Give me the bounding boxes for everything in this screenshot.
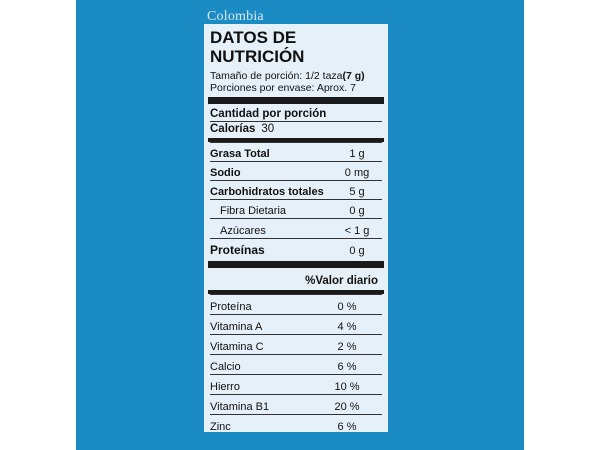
nutrient-row-sodium: Sodio 0 mg bbox=[210, 161, 382, 180]
nutrient-row-sugars: Azúcares < 1 g bbox=[210, 218, 382, 238]
nutrient-value: < 1 g bbox=[344, 225, 370, 237]
vitamin-name: Proteína bbox=[210, 301, 252, 313]
vitamin-row-vitamin-c: Vitamina C 2 % bbox=[210, 334, 382, 354]
calories-row: Calorías 30 bbox=[210, 121, 382, 136]
servings-per-container: Porciones por envase: Aprox. 7 bbox=[210, 82, 356, 94]
nutrient-value: 0 mg bbox=[344, 167, 370, 179]
serving-size: Tamaño de porción: 1/2 taza(7 g) bbox=[210, 70, 382, 82]
nutrient-value: 0 g bbox=[349, 245, 365, 257]
title-line-1: DATOS DE bbox=[210, 28, 297, 47]
calories-label: Calorías bbox=[210, 123, 256, 135]
nutrient-name: Fibra Dietaria bbox=[220, 205, 287, 217]
nutrient-name: Carbohidratos totales bbox=[210, 186, 324, 198]
nutrient-row-total-fat: Grasa Total 1 g bbox=[210, 142, 382, 161]
country-label: Colombia bbox=[207, 9, 264, 24]
vitamin-name: Vitamina A bbox=[210, 321, 263, 333]
vitamin-row-calcium: Calcio 6 % bbox=[210, 354, 382, 374]
vitamin-row-vitamin-b1: Vitamina B1 20 % bbox=[210, 394, 382, 414]
nutrient-row-fiber: Fibra Dietaria 0 g bbox=[210, 199, 382, 218]
nutrient-value: 5 g bbox=[349, 186, 365, 198]
nutrient-name: Azúcares bbox=[220, 225, 266, 237]
vitamin-row-iron: Hierro 10 % bbox=[210, 374, 382, 394]
vitamin-name: Vitamina B1 bbox=[210, 401, 270, 413]
vitamin-value: 6 % bbox=[337, 421, 357, 433]
vitamin-row-zinc: Zinc 6 % bbox=[210, 414, 382, 434]
vitamin-row-protein: Proteína 0 % bbox=[210, 294, 382, 314]
daily-value-header: %Valor diario bbox=[305, 275, 378, 287]
vitamin-value: 10 % bbox=[334, 381, 360, 393]
nutrient-value: 1 g bbox=[349, 148, 365, 160]
nutrition-facts-label: DATOS DE NUTRICIÓN Tamaño de porción: 1/… bbox=[204, 24, 388, 434]
nutrient-name: Sodio bbox=[210, 167, 241, 179]
vitamin-name: Vitamina C bbox=[210, 341, 264, 353]
vitamin-name: Hierro bbox=[210, 381, 240, 393]
calories-value: 30 bbox=[261, 123, 275, 135]
vitamin-name: Calcio bbox=[210, 361, 241, 373]
nutrient-value: 0 g bbox=[349, 205, 365, 217]
nutrient-name: Grasa Total bbox=[210, 148, 270, 160]
vitamin-value: 6 % bbox=[337, 361, 357, 373]
divider-thick bbox=[208, 97, 384, 104]
divider-medium bbox=[208, 290, 384, 294]
serving-size-label: Tamaño de porción: 1/2 taza bbox=[210, 70, 343, 82]
vitamin-row-vitamin-a: Vitamina A 4 % bbox=[210, 314, 382, 334]
vitamin-value: 20 % bbox=[334, 401, 360, 413]
vitamin-value: 4 % bbox=[337, 321, 357, 333]
daily-value-header-row: %Valor diario bbox=[210, 271, 382, 288]
nutrient-row-carbohydrates: Carbohidratos totales 5 g bbox=[210, 180, 382, 199]
divider-thick bbox=[208, 261, 384, 268]
nutrient-name: Proteínas bbox=[210, 243, 265, 257]
vitamin-value: 2 % bbox=[337, 341, 357, 353]
amount-per-serving: Cantidad por porción bbox=[210, 108, 327, 120]
vitamin-value: 0 % bbox=[337, 301, 357, 313]
title-line-2: NUTRICIÓN bbox=[210, 47, 305, 66]
serving-size-value: (7 g) bbox=[342, 70, 365, 82]
divider-medium bbox=[208, 138, 384, 142]
vitamin-name: Zinc bbox=[210, 421, 231, 433]
label-title: DATOS DE NUTRICIÓN bbox=[210, 28, 382, 66]
nutrient-row-protein: Proteínas 0 g bbox=[210, 238, 382, 258]
